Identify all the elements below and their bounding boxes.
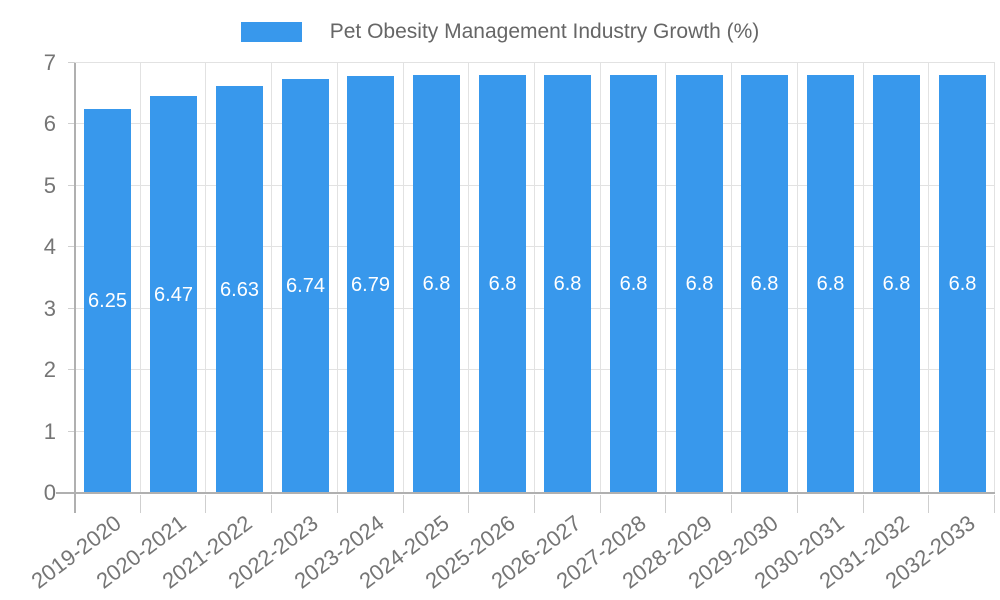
bar-value-label: 6.74: [286, 275, 325, 297]
x-tick-mark: [731, 495, 732, 513]
bar[interactable]: 6.8: [676, 75, 723, 493]
x-tick-mark: [271, 495, 272, 513]
bar-value-label: 6.8: [422, 273, 451, 295]
x-tick-mark: [994, 495, 995, 513]
y-tick-label: 2: [43, 357, 56, 382]
y-tick-mark: [68, 123, 75, 124]
y-tick-label: 5: [43, 173, 56, 198]
x-tick-mark: [928, 495, 929, 513]
y-tick-label: 3: [43, 296, 56, 321]
x-gridline: [863, 63, 864, 493]
bar[interactable]: 6.8: [741, 75, 788, 493]
y-gridline: [75, 369, 995, 370]
x-axis-line: [56, 492, 995, 494]
bar-value-label: 6.8: [750, 273, 779, 295]
y-tick-label: 1: [43, 419, 56, 444]
y-tick-mark: [68, 308, 75, 309]
x-gridline: [665, 63, 666, 493]
bar-value-label: 6.8: [685, 273, 714, 295]
bar[interactable]: 6.8: [873, 75, 920, 493]
bar-value-label: 6.8: [619, 273, 648, 295]
bar[interactable]: 6.8: [479, 75, 526, 493]
y-axis-line: [74, 63, 76, 513]
bar-value-label: 6.8: [948, 273, 977, 295]
x-gridline: [140, 63, 141, 493]
y-gridline: [75, 246, 995, 247]
y-gridline: [75, 185, 995, 186]
x-gridline: [337, 63, 338, 493]
y-tick-label: 6: [43, 111, 56, 136]
bar-value-label: 6.79: [351, 273, 390, 296]
bar-value-label: 6.63: [220, 278, 259, 301]
y-tick-label: 0: [43, 480, 56, 505]
y-tick-label: 7: [43, 50, 56, 75]
bar-value-label: 6.47: [154, 283, 193, 306]
bar-value-label: 6.25: [88, 290, 127, 312]
x-tick-mark: [797, 495, 798, 513]
x-tick-mark: [534, 495, 535, 513]
x-tick-mark: [403, 495, 404, 513]
x-tick-mark: [337, 495, 338, 513]
bar[interactable]: 6.8: [544, 75, 591, 493]
bar[interactable]: 6.8: [413, 75, 460, 493]
x-gridline: [600, 63, 601, 493]
chart-legend[interactable]: Pet Obesity Management Industry Growth (…: [0, 20, 1000, 44]
bar[interactable]: 6.74: [282, 79, 329, 493]
y-tick-mark: [68, 431, 75, 432]
x-gridline: [403, 63, 404, 493]
y-tick-mark: [68, 369, 75, 370]
x-tick-mark: [468, 495, 469, 513]
x-gridline: [534, 63, 535, 493]
bar[interactable]: 6.8: [807, 75, 854, 493]
x-tick-mark: [205, 495, 206, 513]
legend-swatch: [240, 22, 302, 42]
x-gridline: [205, 63, 206, 493]
x-tick-mark: [863, 495, 864, 513]
bar-value-label: 6.8: [882, 273, 911, 295]
x-gridline: [731, 63, 732, 493]
bar[interactable]: 6.25: [84, 109, 131, 493]
x-tick-mark: [140, 495, 141, 513]
y-tick-label: 4: [43, 234, 56, 259]
x-gridline: [994, 63, 995, 493]
bar-value-label: 6.8: [488, 273, 517, 295]
bar-value-label: 6.8: [553, 273, 582, 295]
y-tick-mark: [68, 246, 75, 247]
y-tick-mark: [68, 185, 75, 186]
y-gridline: [75, 123, 995, 124]
legend-label: Pet Obesity Management Industry Growth (…: [329, 20, 760, 43]
bar[interactable]: 6.47: [150, 96, 197, 493]
x-gridline: [797, 63, 798, 493]
x-gridline: [928, 63, 929, 493]
x-gridline: [468, 63, 469, 493]
bar[interactable]: 6.8: [610, 75, 657, 493]
bar[interactable]: 6.8: [939, 75, 986, 493]
y-gridline: [75, 431, 995, 432]
x-tick-mark: [600, 495, 601, 513]
y-tick-mark: [68, 62, 75, 63]
bar[interactable]: 6.79: [347, 76, 394, 493]
y-gridline: [75, 308, 995, 309]
y-gridline: [75, 62, 995, 63]
bar-value-label: 6.8: [816, 273, 845, 295]
bar[interactable]: 6.63: [216, 86, 263, 493]
x-tick-mark: [665, 495, 666, 513]
x-gridline: [271, 63, 272, 493]
